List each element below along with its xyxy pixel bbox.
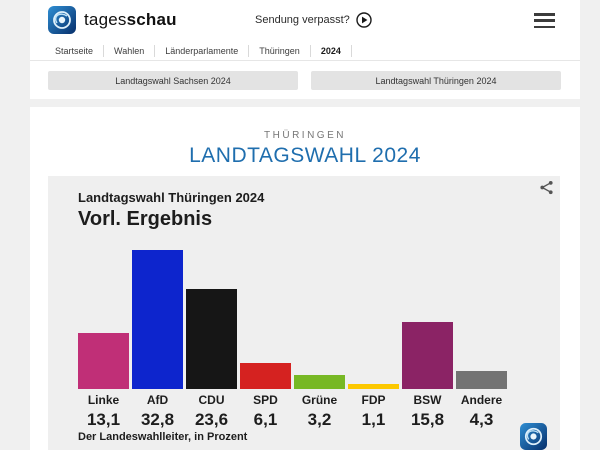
- tagesschau-logo-icon: [520, 423, 547, 450]
- brand-bold: schau: [126, 10, 177, 29]
- sachsen-2024-button[interactable]: Landtagswahl Sachsen 2024: [48, 71, 298, 90]
- bar-value: 6,1: [253, 410, 278, 429]
- bar-area: [186, 249, 237, 389]
- bar-label: CDU: [198, 393, 225, 407]
- bar-column-fdp: FDP 1,1: [348, 249, 399, 430]
- bar-area: [294, 249, 345, 389]
- top-bar: tagesschau Sendung verpasst?: [30, 0, 580, 40]
- bar-cdu[interactable]: [186, 288, 237, 389]
- bar-column-cdu: CDU 23,6: [186, 249, 237, 430]
- hamburger-menu-icon[interactable]: [534, 13, 555, 28]
- bar-label: Linke: [87, 393, 120, 407]
- bar-label: FDP: [361, 393, 386, 407]
- bar-column-grüne: Grüne 3,2: [294, 249, 345, 430]
- breadcrumb-wahlen[interactable]: Wahlen: [104, 45, 156, 57]
- bar-area: [456, 249, 507, 389]
- bar-area: [132, 249, 183, 389]
- breadcrumb-startseite[interactable]: Startseite: [55, 45, 105, 57]
- bar-column-linke: Linke 13,1: [78, 249, 129, 430]
- bar-area: [240, 249, 291, 389]
- bar-value: 15,8: [410, 410, 445, 429]
- result-chart-card: Landtagswahl Thüringen 2024 Vorl. Ergebn…: [48, 176, 560, 450]
- brand-regular: tages: [84, 10, 127, 29]
- bar-column-afd: AfD 32,8: [132, 249, 183, 430]
- bar-spd[interactable]: [240, 363, 291, 389]
- election-switch-row: Landtagswahl Sachsen 2024 Landtagswahl T…: [30, 61, 580, 99]
- header: tagesschau Sendung verpasst? Startseite …: [30, 0, 580, 99]
- thueringen-2024-button[interactable]: Landtagswahl Thüringen 2024: [311, 71, 561, 90]
- tagesschau-logo-icon[interactable]: [48, 6, 76, 34]
- breadcrumb-2024[interactable]: 2024: [311, 45, 352, 57]
- bar-label: Andere: [460, 393, 503, 407]
- bar-column-bsw: BSW 15,8: [402, 249, 453, 430]
- bar-value: 23,6: [194, 410, 229, 429]
- bar-value: 3,2: [307, 410, 332, 429]
- page-title: LANDTAGSWAHL 2024: [189, 144, 421, 167]
- bar-fdp[interactable]: [348, 384, 399, 389]
- sendung-verpasst-label: Sendung verpasst?: [255, 14, 350, 26]
- bar-area: [348, 249, 399, 389]
- bar-value: 13,1: [86, 410, 121, 429]
- bar-column-andere: Andere 4,3: [456, 249, 507, 430]
- sendung-verpasst-link[interactable]: Sendung verpasst?: [255, 12, 372, 28]
- share-icon[interactable]: [539, 180, 554, 195]
- bar-label: SPD: [253, 393, 278, 407]
- chart-source: Der Landeswahlleiter, in Prozent: [78, 431, 248, 443]
- bar-value: 32,8: [140, 410, 175, 429]
- bar-value: 4,3: [469, 410, 494, 429]
- bar-label: BSW: [413, 393, 442, 407]
- bar-label: AfD: [146, 393, 169, 407]
- chart-title: Landtagswahl Thüringen 2024: [78, 190, 265, 205]
- play-circle-icon[interactable]: [356, 12, 372, 28]
- bar-area: [78, 249, 129, 389]
- bar-linke[interactable]: [78, 333, 129, 389]
- brand-wordmark[interactable]: tagesschau: [84, 10, 177, 30]
- bar-andere[interactable]: [456, 370, 507, 389]
- bar-value: 1,1: [361, 410, 386, 429]
- bar-bsw[interactable]: [402, 322, 453, 389]
- breadcrumb: Startseite Wahlen Länderparlamente Thüri…: [30, 42, 580, 61]
- bar-chart: Linke 13,1 AfD 32,8 CDU 23,6 SPD 6,1 Grüne 3,2 FDP…: [78, 249, 507, 430]
- bar-area: [402, 249, 453, 389]
- main-content: THÜRINGEN LANDTAGSWAHL 2024 Landtagswahl…: [30, 107, 580, 450]
- breadcrumb-thueringen[interactable]: Thüringen: [249, 45, 311, 57]
- breadcrumb-laenderparlamente[interactable]: Länderparlamente: [155, 45, 250, 57]
- chart-subtitle: Vorl. Ergebnis: [78, 208, 213, 230]
- bar-label: Grüne: [301, 393, 338, 407]
- bar-column-spd: SPD 6,1: [240, 249, 291, 430]
- page-kicker: THÜRINGEN: [264, 130, 346, 141]
- bar-grüne[interactable]: [294, 375, 345, 389]
- bar-afd[interactable]: [132, 249, 183, 389]
